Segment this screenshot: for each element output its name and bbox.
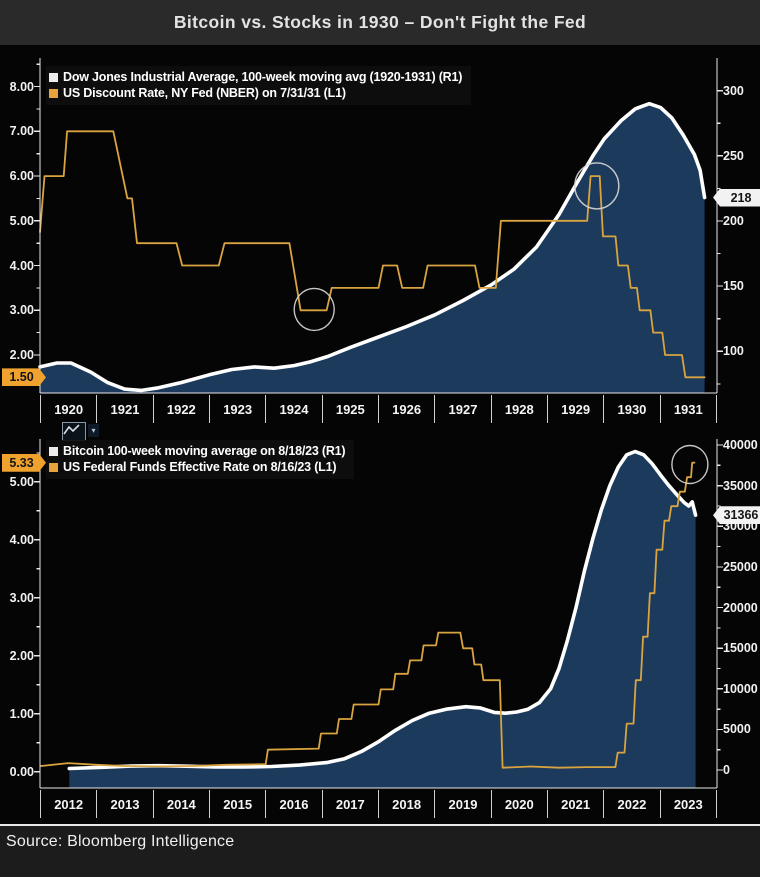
- x-axis-label: 1921: [96, 395, 152, 423]
- legend-item: US Federal Funds Effective Rate on 8/16/…: [49, 459, 345, 475]
- legend-swatch: [49, 462, 58, 472]
- source-band: Source: Bloomberg Intelligence: [0, 824, 760, 877]
- legend-swatch: [49, 72, 58, 82]
- chart-type-icon[interactable]: [62, 422, 86, 441]
- current-value-badge-left: 1.50: [2, 368, 46, 386]
- x-axis-band: 1920 1921 1922 1923 1924 1925 1926 1927 1928 1929…: [40, 395, 717, 423]
- y-axis-label-left: 4.00: [9, 532, 34, 547]
- y-axis-label-right: 15000: [723, 641, 758, 656]
- y-axis-label-left: 7.00: [9, 124, 34, 139]
- legend-label: US Federal Funds Effective Rate on 8/16/…: [63, 460, 337, 474]
- us-fed-funds-rate-line: [40, 461, 696, 769]
- x-axis-label: 1920: [40, 395, 96, 423]
- x-axis-label: 2014: [152, 790, 209, 818]
- legend-label: Dow Jones Industrial Average, 100-week m…: [63, 70, 463, 84]
- y-axis-label-left: 3.00: [9, 303, 34, 318]
- y-axis-label-left: 0.00: [9, 764, 34, 779]
- y-axis-label-left: 4.00: [9, 258, 34, 273]
- annotation-circle: [293, 287, 335, 332]
- x-axis-label: 1930: [603, 395, 659, 423]
- x-axis-label: 1925: [321, 395, 378, 423]
- y-axis-label-right: 10000: [723, 681, 758, 696]
- legend-label: US Discount Rate, NY Fed (NBER) on 7/31/…: [63, 86, 346, 100]
- page-title: Bitcoin vs. Stocks in 1930 – Don't Fight…: [173, 12, 587, 32]
- x-axis-band: 2012 2013 2014 2015 2016 2017 2018 2019 2020 2021…: [40, 790, 717, 818]
- x-axis-label: 2023: [659, 790, 717, 818]
- dow-jones-100wk-ma-area: [40, 103, 705, 393]
- legend-label: Bitcoin 100-week moving average on 8/18/…: [63, 444, 346, 458]
- line-chart-glyph: [63, 424, 80, 435]
- bitcoin-100wk-ma-line: [67, 449, 698, 771]
- x-axis-label: 2015: [208, 790, 265, 818]
- current-value-badge-right: 218: [713, 188, 760, 207]
- y-axis-label-right: 250: [723, 148, 744, 163]
- y-axis-label-left: 5.00: [9, 213, 34, 228]
- legend-item: Dow Jones Industrial Average, 100-week m…: [49, 69, 462, 85]
- y-axis-label-left: 6.00: [9, 169, 34, 184]
- x-axis-label: 1922: [152, 395, 209, 423]
- annotation-circle: [671, 444, 709, 485]
- y-axis-label-left: 5.00: [9, 474, 34, 489]
- current-value-badge-left: 5.33: [2, 454, 46, 472]
- x-axis-label: 2022: [603, 790, 659, 818]
- x-axis-label: 2019: [434, 790, 490, 818]
- x-axis-label: 1926: [377, 395, 434, 423]
- y-axis-label-left: 1.00: [9, 706, 34, 721]
- y-axis-label-left: 2.00: [9, 648, 34, 663]
- y-axis-label-right: 0: [723, 763, 730, 778]
- y-axis-label-left: 3.00: [9, 590, 34, 605]
- y-axis-label-right: 300: [723, 83, 744, 98]
- legend: Bitcoin 100-week moving average on 8/18/…: [46, 440, 355, 479]
- x-axis-label: 1927: [434, 395, 490, 423]
- x-axis-label: 1928: [490, 395, 547, 423]
- x-axis-label: 2020: [490, 790, 547, 818]
- legend-swatch: [49, 88, 58, 98]
- x-axis-label: 2012: [40, 790, 96, 818]
- x-axis-label: 2017: [321, 790, 378, 818]
- x-axis-label: 2021: [546, 790, 603, 818]
- y-axis-label-right: 25000: [723, 559, 758, 574]
- chart-type-dropdown-caret-icon[interactable]: ▾: [88, 424, 99, 437]
- line-chart-glyph-path: [63, 424, 80, 435]
- y-axis-label-right: 20000: [723, 600, 758, 615]
- title-band: Bitcoin vs. Stocks in 1930 – Don't Fight…: [0, 0, 760, 45]
- y-axis-label-right: 100: [723, 344, 744, 359]
- y-axis-label-left: 8.00: [9, 79, 34, 94]
- y-axis-label-right: 200: [723, 213, 744, 228]
- current-value-badge-right: 31366: [713, 506, 760, 525]
- y-axis-label-right: 150: [723, 279, 744, 294]
- x-axis-label: 1923: [208, 395, 265, 423]
- source-text: Source: Bloomberg Intelligence: [6, 833, 235, 850]
- dow-1920s-canvas: [34, 58, 723, 394]
- y-axis-label-right: 40000: [723, 438, 758, 453]
- bitcoin-2020s-canvas: [34, 439, 723, 789]
- x-axis-label: 2018: [377, 790, 434, 818]
- x-axis-label: 1931: [659, 395, 717, 423]
- legend-item: US Discount Rate, NY Fed (NBER) on 7/31/…: [49, 85, 462, 101]
- y-axis-label-right: 35000: [723, 478, 758, 493]
- legend-swatch: [49, 446, 58, 456]
- x-axis-label: 1929: [546, 395, 603, 423]
- x-axis-label: 2013: [96, 790, 152, 818]
- y-axis-label-right: 5000: [723, 722, 751, 737]
- x-axis-label: 1924: [265, 395, 321, 423]
- legend: Dow Jones Industrial Average, 100-week m…: [46, 66, 472, 105]
- legend-item: Bitcoin 100-week moving average on 8/18/…: [49, 443, 346, 459]
- x-axis-label: 2016: [265, 790, 321, 818]
- bottom-chart-bitcoin-2020s: 5.00 4.00 3.00 2.00 1.00 0.00 5.33 40000 35000 30…: [0, 432, 760, 824]
- us-discount-rate-line: [39, 130, 706, 379]
- y-axis-label-left: 2.00: [9, 347, 34, 362]
- top-chart-dow-1920s: 8.00 7.00 6.00 5.00 4.00 3.00 2.00 1.50 300 250 20…: [0, 45, 760, 441]
- dow-jones-100wk-ma-line: [38, 101, 707, 393]
- annotation-circle: [574, 162, 620, 210]
